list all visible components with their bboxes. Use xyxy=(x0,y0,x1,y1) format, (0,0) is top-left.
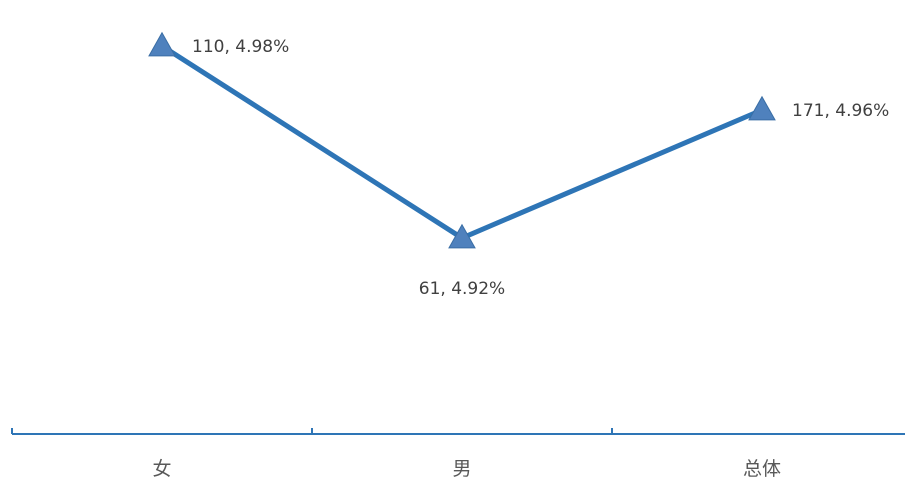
data-label: 110, 4.98% xyxy=(192,37,289,57)
series-group xyxy=(148,31,776,249)
triangle-marker xyxy=(748,95,776,121)
labels-group: 女 男 总体 110, 4.98% 61, 4.92% 171, 4.96% xyxy=(152,37,889,478)
x-tick-label: 男 xyxy=(452,458,471,478)
data-label: 61, 4.92% xyxy=(419,279,505,299)
data-label: 171, 4.96% xyxy=(792,101,889,121)
x-tick-label: 总体 xyxy=(743,458,781,478)
series-line xyxy=(160,43,763,241)
x-axis-ticks xyxy=(11,428,613,434)
triangle-marker xyxy=(448,223,476,249)
x-tick-label: 女 xyxy=(152,458,171,478)
triangle-marker xyxy=(148,31,176,57)
